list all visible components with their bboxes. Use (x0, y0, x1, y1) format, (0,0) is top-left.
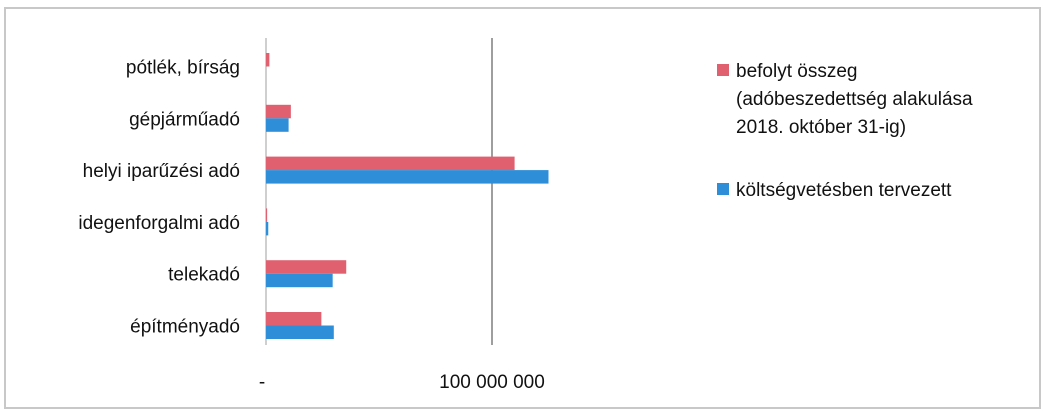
bar-tervezett (266, 118, 289, 132)
category-label: helyi iparűzési adó (83, 161, 240, 182)
x-tick-label: 100 000 000 (439, 372, 545, 393)
bar-tervezett (266, 221, 269, 236)
category-label: idegenforgalmi adó (78, 213, 240, 234)
bar-tervezett (266, 325, 334, 339)
grid-layer (265, 38, 493, 345)
category-label: pótlék, bírság (126, 58, 240, 79)
category-labels: pótlék, bírság gépjárműadó helyi iparűzési… (78, 58, 240, 338)
legend-label: költségvetésben tervezett (736, 180, 952, 201)
legend-swatch (717, 183, 729, 195)
bar-tervezett (266, 170, 549, 184)
bar-tervezett (266, 273, 333, 288)
bar-befolyt (266, 312, 322, 326)
bar-befolyt (266, 156, 515, 171)
x-tick-labels: - 100 000 000 (259, 372, 545, 393)
legend: befolyt összeg (adóbeszedettség alakulása… (717, 61, 973, 201)
chart-frame (4, 7, 1041, 409)
category-label: gépjárműadó (129, 109, 240, 130)
bar-befolyt (266, 208, 268, 222)
bar-befolyt (266, 104, 291, 119)
category-label: építményadó (130, 317, 240, 338)
bar-befolyt (266, 260, 347, 274)
bars-layer (266, 53, 549, 339)
legend-swatch (717, 64, 729, 76)
category-label: telekadó (168, 265, 240, 286)
legend-label: 2018. október 31-ig) (736, 117, 906, 138)
x-tick-label: - (259, 372, 265, 393)
legend-label: befolyt összeg (736, 61, 857, 82)
legend-label: (adóbeszedettség alakulása (736, 89, 973, 110)
bar-befolyt (266, 53, 270, 67)
